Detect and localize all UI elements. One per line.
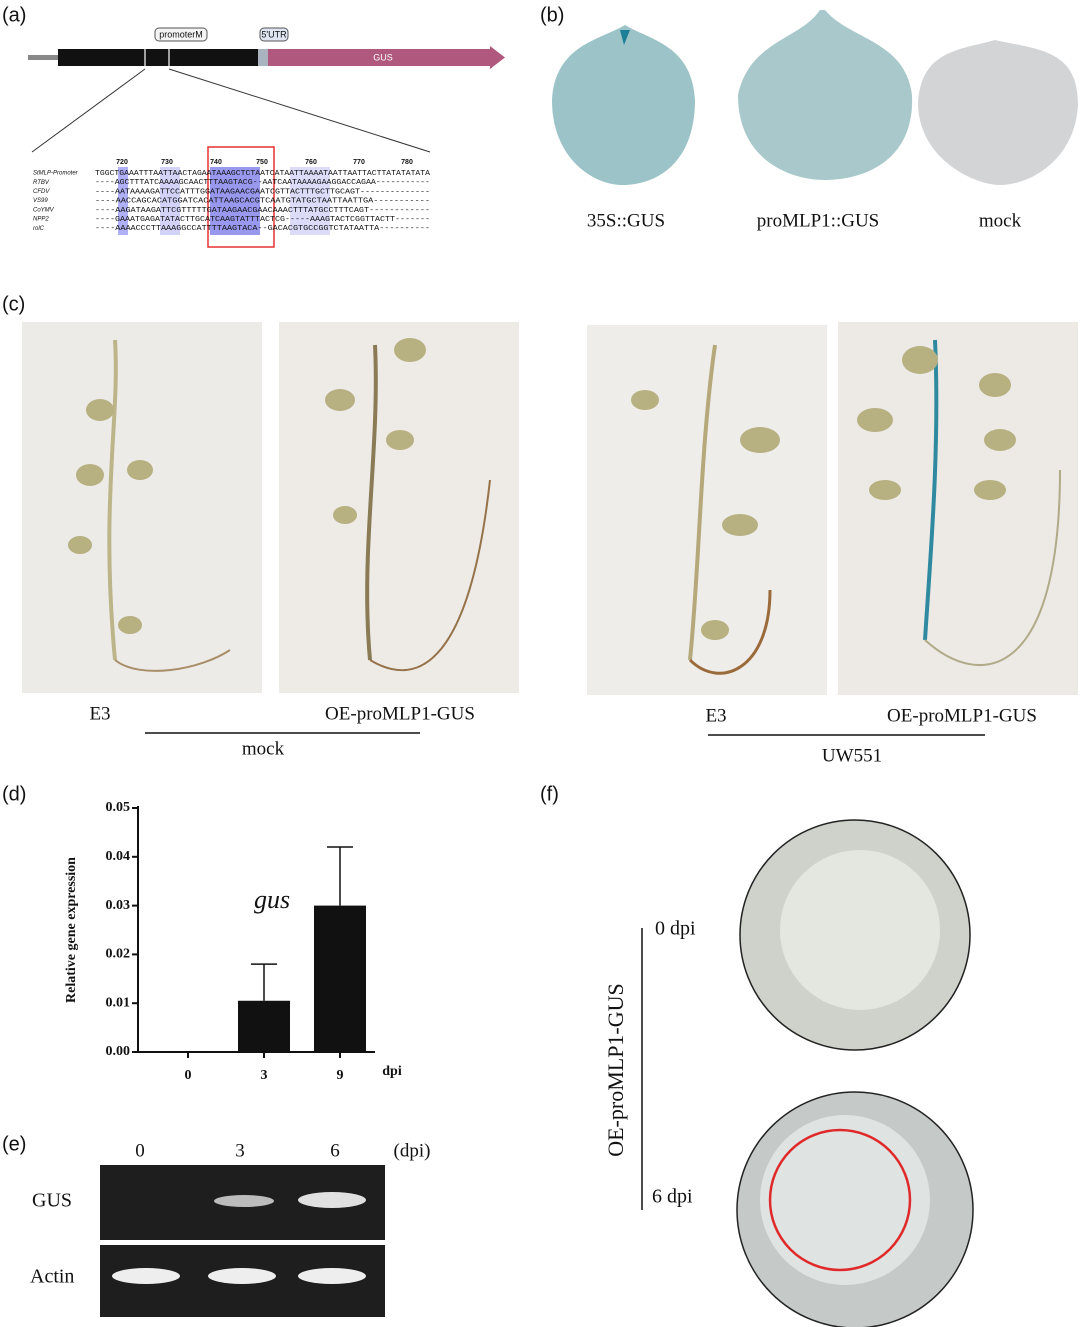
y-tick-label: 0.05 (106, 800, 131, 815)
promoter-region (58, 49, 258, 66)
time-label: 6 dpi (652, 1186, 693, 1208)
plant-photo (22, 322, 262, 693)
band (112, 1268, 180, 1284)
band (298, 1192, 366, 1208)
plant-photo (838, 322, 1078, 695)
sequence-name: RTBV (33, 180, 50, 186)
group-label: mock (242, 738, 285, 759)
zoom-line (31, 68, 146, 153)
sequence-name: NPP2 (33, 217, 49, 223)
leaves (68, 338, 1016, 640)
position-label: 750 (256, 159, 268, 166)
group-label: UW551 (822, 745, 882, 766)
leaf-photo (552, 25, 695, 185)
sequence: ----AACCAGCACATGGATCACATTAAGCACGTCAATGTA… (95, 198, 430, 206)
alignment-shading (118, 167, 330, 235)
sequence: ----GAAATGAGATATACTTGCATCAAGTATTTACTCG--… (95, 216, 430, 224)
position-label: 780 (401, 159, 413, 166)
sequence-name: CFDV (33, 189, 50, 195)
sequence: ----AGCTTTATCAAAAGCAACTTTAAGTACG--AATCAA… (95, 179, 430, 187)
sequence-name: VS99 (33, 198, 48, 204)
caption: OE-proMLP1-GUS (325, 703, 475, 724)
highlight-circle (768, 1128, 912, 1272)
caption: E3 (705, 705, 726, 726)
annotation: gus (254, 885, 290, 914)
x-tick-label: 9 (337, 1068, 344, 1083)
sequence-name: CoYMV (33, 207, 55, 213)
caption: proMLP1::GUS (757, 210, 879, 231)
band (208, 1268, 276, 1284)
utr-region (258, 49, 268, 66)
lane-label: 3 (235, 1140, 245, 1161)
gus-label: GUS (373, 52, 393, 62)
x-axis-label: dpi (382, 1064, 402, 1079)
sequence-name: rolC (33, 226, 45, 232)
alignment: 720 730 740 750 760 770 780 StMLP-Promoter TGGCT… (33, 159, 431, 233)
lane-label: 0 (135, 1140, 145, 1161)
gus-arrow (268, 46, 505, 69)
band (298, 1268, 366, 1284)
y-tick-label: 0.04 (106, 849, 131, 864)
utr-tag (259, 27, 289, 42)
time-label: 0 dpi (655, 918, 696, 940)
leaf-photo (738, 10, 913, 180)
position-label: 720 (116, 159, 128, 166)
position-label: 740 (210, 159, 222, 166)
panel-label: (c) (2, 293, 25, 315)
y-tick-label: 0.03 (106, 898, 131, 913)
section-core (760, 1115, 930, 1285)
panel-label: (b) (540, 4, 564, 26)
y-tick-label: 0.02 (106, 947, 131, 962)
caption: OE-proMLP1-GUS (887, 705, 1037, 726)
utr-label: 5'UTR (261, 29, 287, 39)
y-axis-label: Relative gene expression (64, 857, 79, 1003)
section-core (780, 850, 940, 1010)
x-tick-label: 0 (185, 1068, 192, 1083)
bar (238, 1000, 290, 1052)
leaf-photo (918, 40, 1078, 185)
sequence-name: StMLP-Promoter (33, 171, 79, 177)
line-label: OE-proMLP1-GUS (603, 983, 628, 1157)
position-label: 730 (161, 159, 173, 166)
plant-photo (587, 325, 827, 695)
band (214, 1195, 274, 1207)
x-tick-label: 3 (261, 1068, 268, 1083)
caption: mock (979, 210, 1022, 231)
plant-drawings (107, 339, 1061, 675)
promoter-label: promoterM (159, 29, 203, 39)
y-tick-label: 0.01 (106, 995, 131, 1010)
panel-label: (d) (2, 783, 26, 805)
bar (314, 905, 366, 1052)
zoom-line (168, 68, 431, 153)
promoter-tag (154, 27, 208, 42)
position-label: 760 (305, 159, 317, 166)
row-label: GUS (32, 1190, 72, 1212)
position-label: 770 (353, 159, 365, 166)
y-tick-label: 0.00 (106, 1044, 131, 1059)
caption: E3 (89, 703, 110, 724)
panel-label: (e) (2, 1133, 26, 1155)
panel-label: (a) (2, 4, 26, 26)
sequence: ----AAAACCCTTAAAGGCCATTTTAAGTACA--GACACG… (95, 225, 430, 233)
highlight-box (207, 146, 275, 248)
sequence: ----AAGATAAGATTCGTTTTTGATAAGAACGAACAAACT… (95, 207, 430, 215)
stain (620, 30, 630, 45)
backbone (28, 55, 58, 60)
plant-photo (279, 322, 519, 693)
row-label: Actin (30, 1266, 74, 1288)
unit-label: (dpi) (394, 1140, 431, 1161)
bar-chart: 0.00 0.01 0.02 0.03 0.04 0.05 0 3 9 (106, 800, 366, 1083)
zoom-box (144, 44, 170, 70)
lane-label: 6 (330, 1140, 340, 1161)
panel-label: (f) (540, 783, 559, 805)
caption: 35S::GUS (587, 210, 665, 231)
sequence: TGGCTGAAATTTAATTAACTAGAATAAAGCTCTAATCATA… (95, 170, 431, 178)
sequence: ----AATAAAAGATTCCATTTGGATAAGAACGAATCGTTA… (95, 188, 430, 196)
